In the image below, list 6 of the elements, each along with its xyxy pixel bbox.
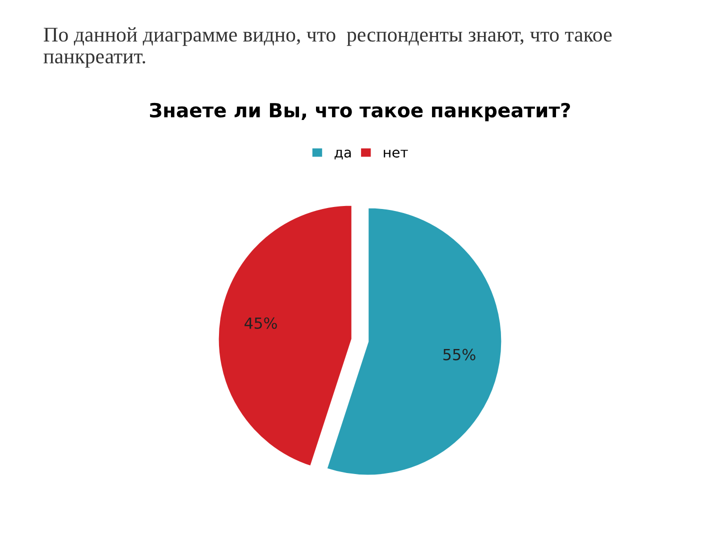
data-label: 55% <box>443 348 476 360</box>
chart-title: Знаете ли Вы, что такое панкреатит? <box>150 102 570 122</box>
data-label: 45% <box>244 317 277 329</box>
legend-label: да <box>334 150 351 160</box>
legend-label: нет <box>384 150 408 158</box>
text: По данной диаграмме видно, что респонденты знают, что такое панкреатит. <box>44 27 612 68</box>
